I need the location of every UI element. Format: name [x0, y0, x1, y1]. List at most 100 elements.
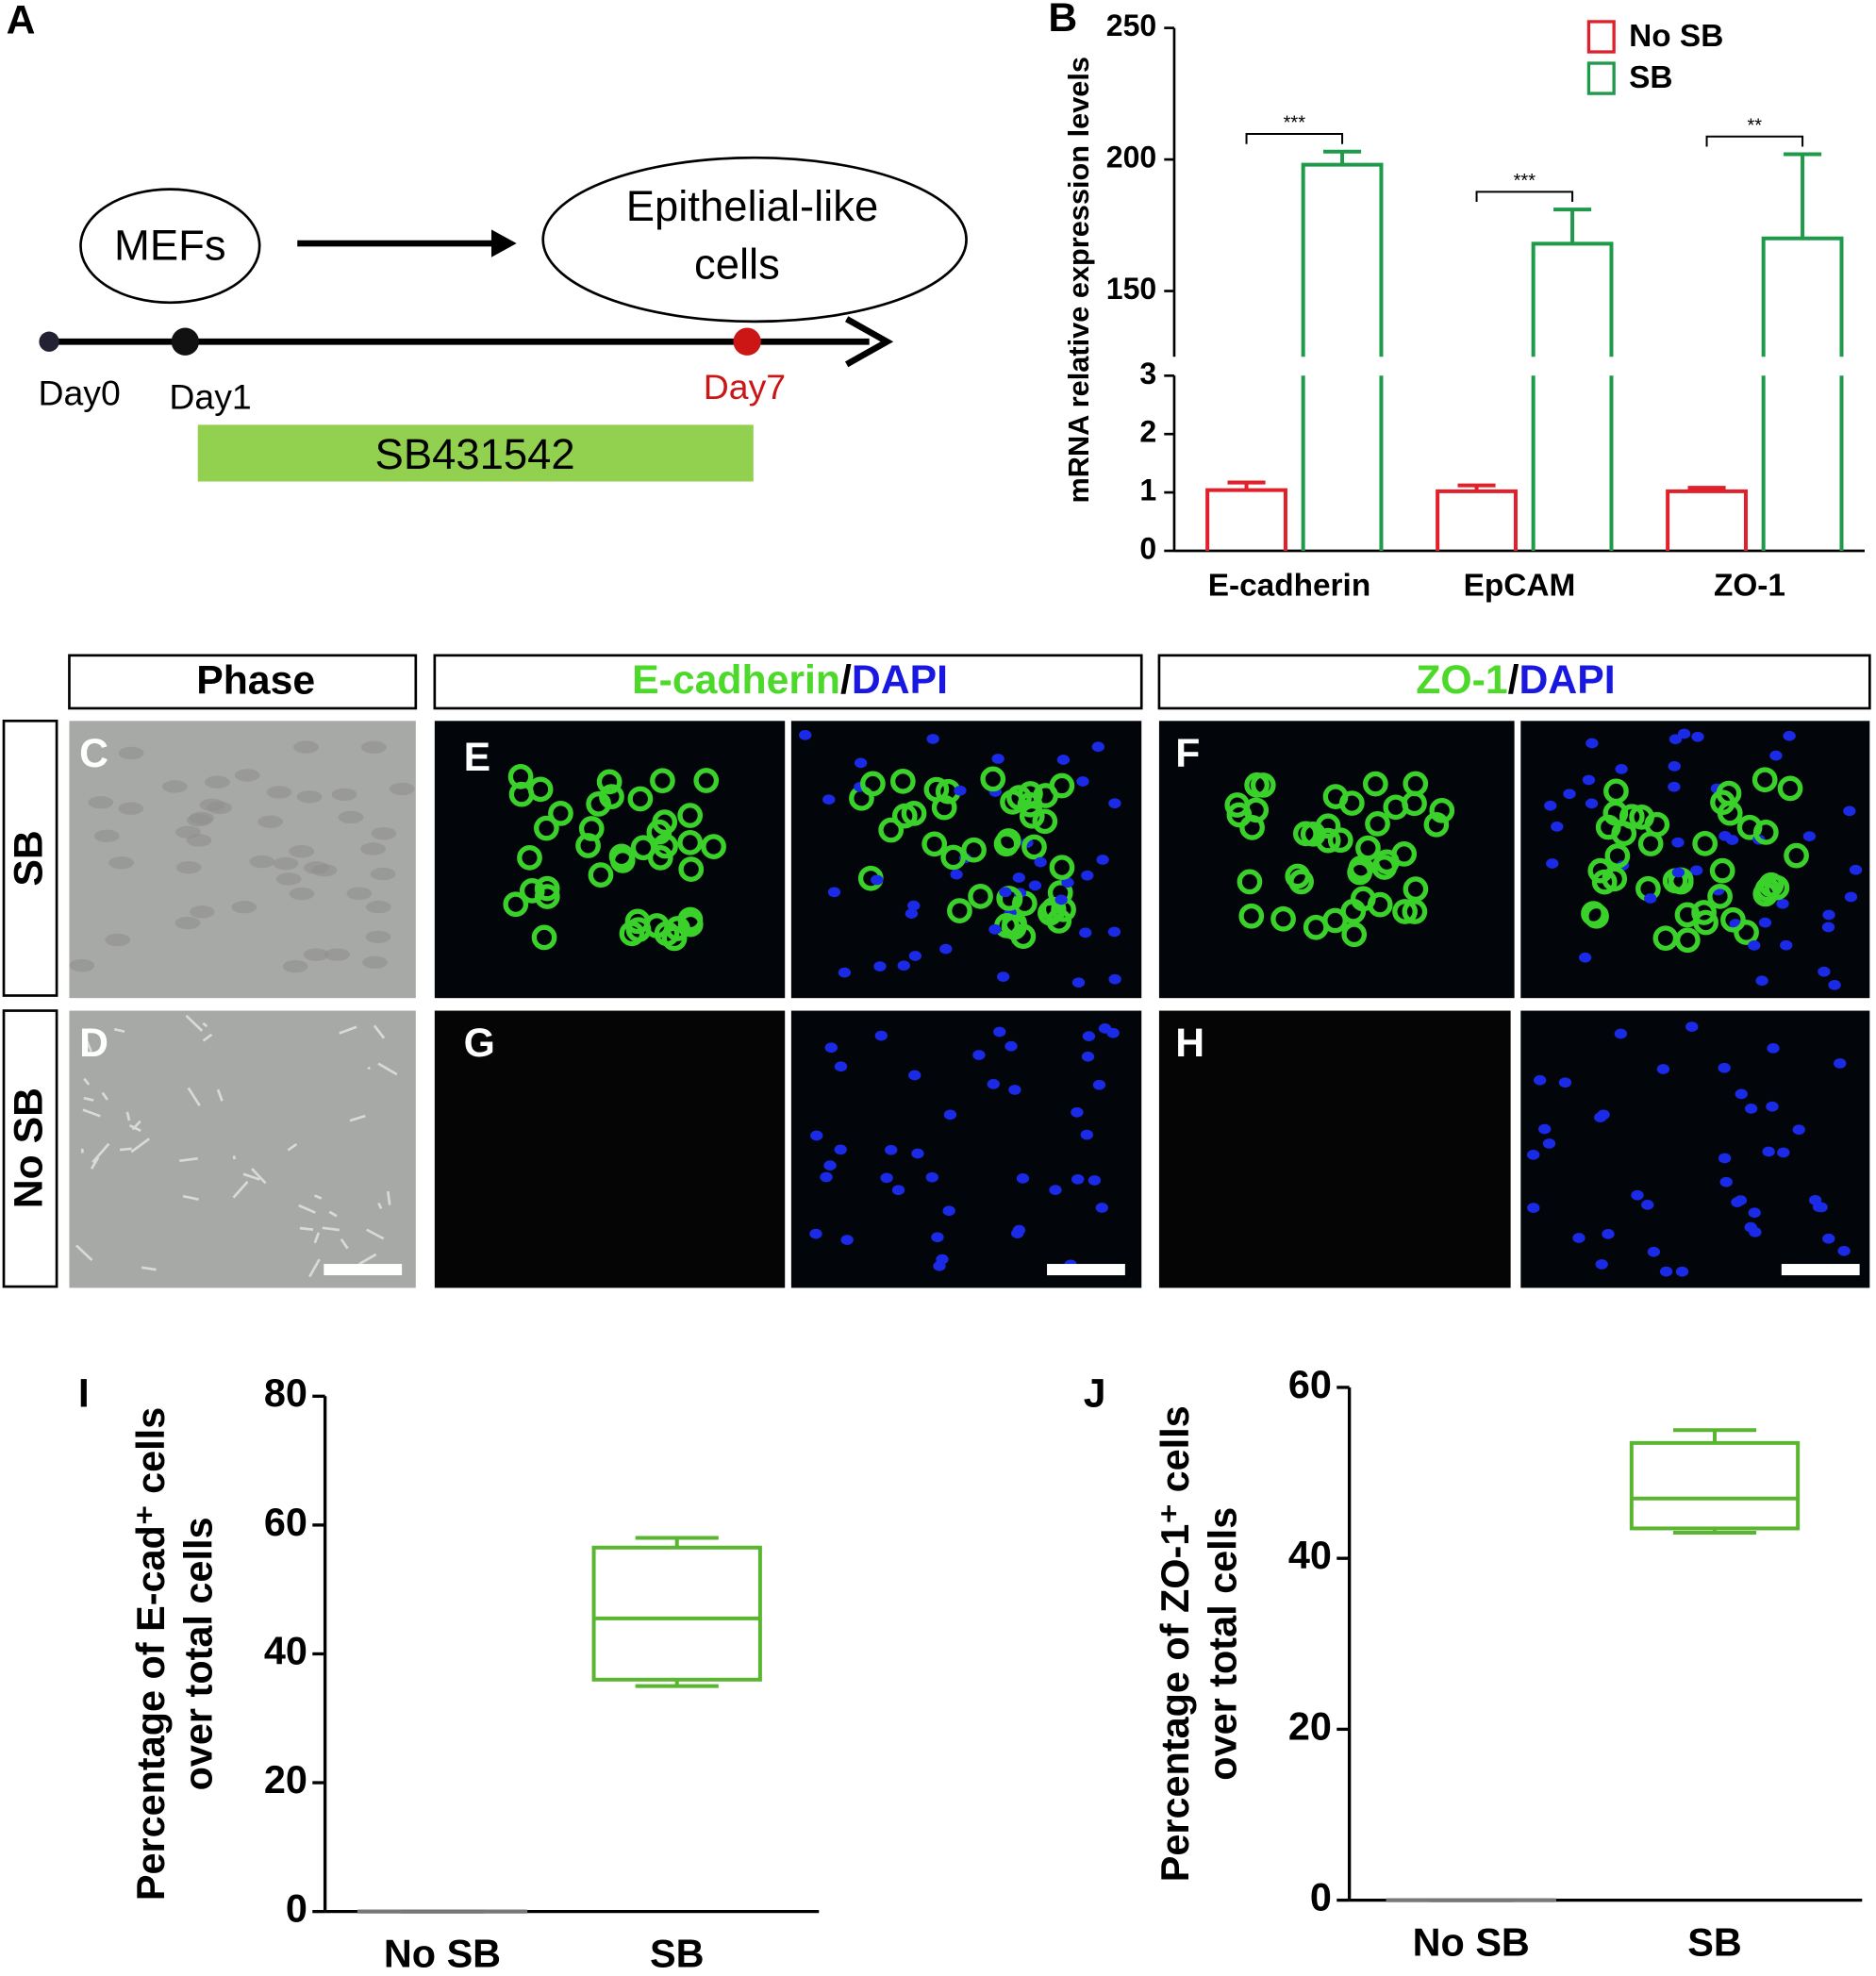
- nucleus: [838, 967, 852, 978]
- nucleus: [1106, 1027, 1120, 1038]
- nucleus: [1034, 856, 1047, 868]
- cell: [128, 1123, 141, 1133]
- cell: [386, 1190, 391, 1205]
- cell: [113, 1027, 125, 1033]
- nucleus: [1527, 1203, 1540, 1213]
- nucleus: [1595, 1259, 1608, 1270]
- cell: [534, 875, 560, 902]
- nucleus: [1822, 909, 1835, 921]
- cell: [1032, 808, 1058, 835]
- panel-letter: J: [1084, 1371, 1106, 1417]
- cell: [1691, 900, 1717, 925]
- cell: [289, 887, 315, 901]
- nucleus: [1615, 764, 1628, 774]
- x-tick-label: EpCAM: [1464, 569, 1576, 604]
- cell: [232, 1181, 249, 1199]
- mefs-ellipse: [79, 188, 261, 305]
- bar: [1301, 162, 1384, 357]
- row-box: [2, 1009, 58, 1288]
- nucleus: [1644, 893, 1657, 904]
- y-tick-label: 250: [1106, 8, 1156, 42]
- nucleus: [988, 924, 1002, 935]
- cell: [234, 769, 260, 782]
- cell: [860, 771, 886, 797]
- end-label: cells: [694, 240, 780, 288]
- cell: [644, 913, 670, 938]
- cell: [1021, 834, 1047, 860]
- panel-letter: G: [464, 1021, 495, 1066]
- nucleus: [820, 1171, 833, 1183]
- scale-bar: [1781, 1264, 1860, 1276]
- cell: [282, 959, 308, 973]
- cell: [1300, 821, 1326, 847]
- whisker: [1672, 1528, 1757, 1535]
- cell: [1604, 843, 1631, 869]
- x-tick-label: ZO-1: [1714, 569, 1785, 604]
- end-label: Epithelial-like: [626, 182, 879, 230]
- cell: [338, 810, 364, 824]
- cell: [1429, 797, 1455, 823]
- nucleus: [1108, 973, 1121, 985]
- nucleus: [1677, 728, 1691, 739]
- nucleus: [1546, 858, 1559, 869]
- nucleus: [1656, 1064, 1670, 1074]
- nucleus: [1675, 1266, 1689, 1277]
- cell: [1581, 901, 1606, 926]
- nucleus: [1108, 798, 1121, 809]
- nucleus: [1844, 891, 1858, 903]
- cell: [578, 816, 605, 841]
- cell: [82, 1033, 92, 1053]
- nucleus: [1542, 1138, 1556, 1149]
- cell: [1652, 925, 1679, 952]
- x-tick-label: No SB: [384, 1933, 501, 1976]
- panel-letter: B: [1048, 0, 1077, 41]
- cell: [968, 883, 993, 909]
- cell: [548, 801, 573, 826]
- error-bar: [1784, 152, 1822, 239]
- nucleus: [1582, 774, 1596, 786]
- significance: ***: [1514, 171, 1536, 191]
- x-tick-label: No SB: [1413, 1921, 1530, 1965]
- cell: [1341, 922, 1368, 948]
- cell: [366, 1228, 385, 1240]
- nucleus: [1631, 1189, 1644, 1201]
- cell: [313, 1194, 323, 1200]
- nucleus: [1049, 1185, 1062, 1195]
- nucleus: [1641, 1200, 1654, 1210]
- nucleus: [1815, 1202, 1828, 1213]
- nucleus: [1597, 1109, 1610, 1121]
- cell: [189, 905, 215, 919]
- significance: **: [1748, 115, 1763, 136]
- micrograph: [434, 1010, 786, 1288]
- cell: [349, 1114, 366, 1122]
- nucleus: [1748, 1207, 1761, 1219]
- cell: [175, 825, 201, 839]
- nucleus: [1691, 731, 1704, 742]
- y-tick-label: 80: [264, 1371, 307, 1415]
- cell: [289, 844, 315, 858]
- y-tick-label: 60: [1288, 1363, 1332, 1406]
- nucleus: [972, 1050, 986, 1060]
- nucleus: [873, 961, 887, 971]
- cell: [389, 782, 415, 796]
- cell: [1709, 857, 1735, 884]
- cell: [627, 786, 654, 812]
- x-tick-label: SB: [1687, 1921, 1742, 1965]
- nucleus: [1822, 1233, 1835, 1244]
- nucleus: [1792, 1124, 1805, 1136]
- cell: [69, 958, 95, 972]
- nucleus: [1107, 926, 1121, 938]
- nucleus: [1780, 939, 1793, 951]
- cell: [205, 775, 230, 789]
- nucleus: [1718, 1153, 1732, 1164]
- whisker: [635, 1679, 719, 1688]
- stain-header: E-cadherin/DAPI: [632, 658, 948, 704]
- y-tick-label: 20: [1288, 1704, 1332, 1748]
- nucleus: [840, 1235, 854, 1245]
- micrograph: [1158, 1010, 1511, 1288]
- nucleus: [1671, 867, 1685, 878]
- nucleus: [834, 1061, 848, 1072]
- stain: ZO-1: [1416, 658, 1507, 704]
- nucleus: [1008, 1085, 1021, 1095]
- nucleus: [1602, 1229, 1615, 1239]
